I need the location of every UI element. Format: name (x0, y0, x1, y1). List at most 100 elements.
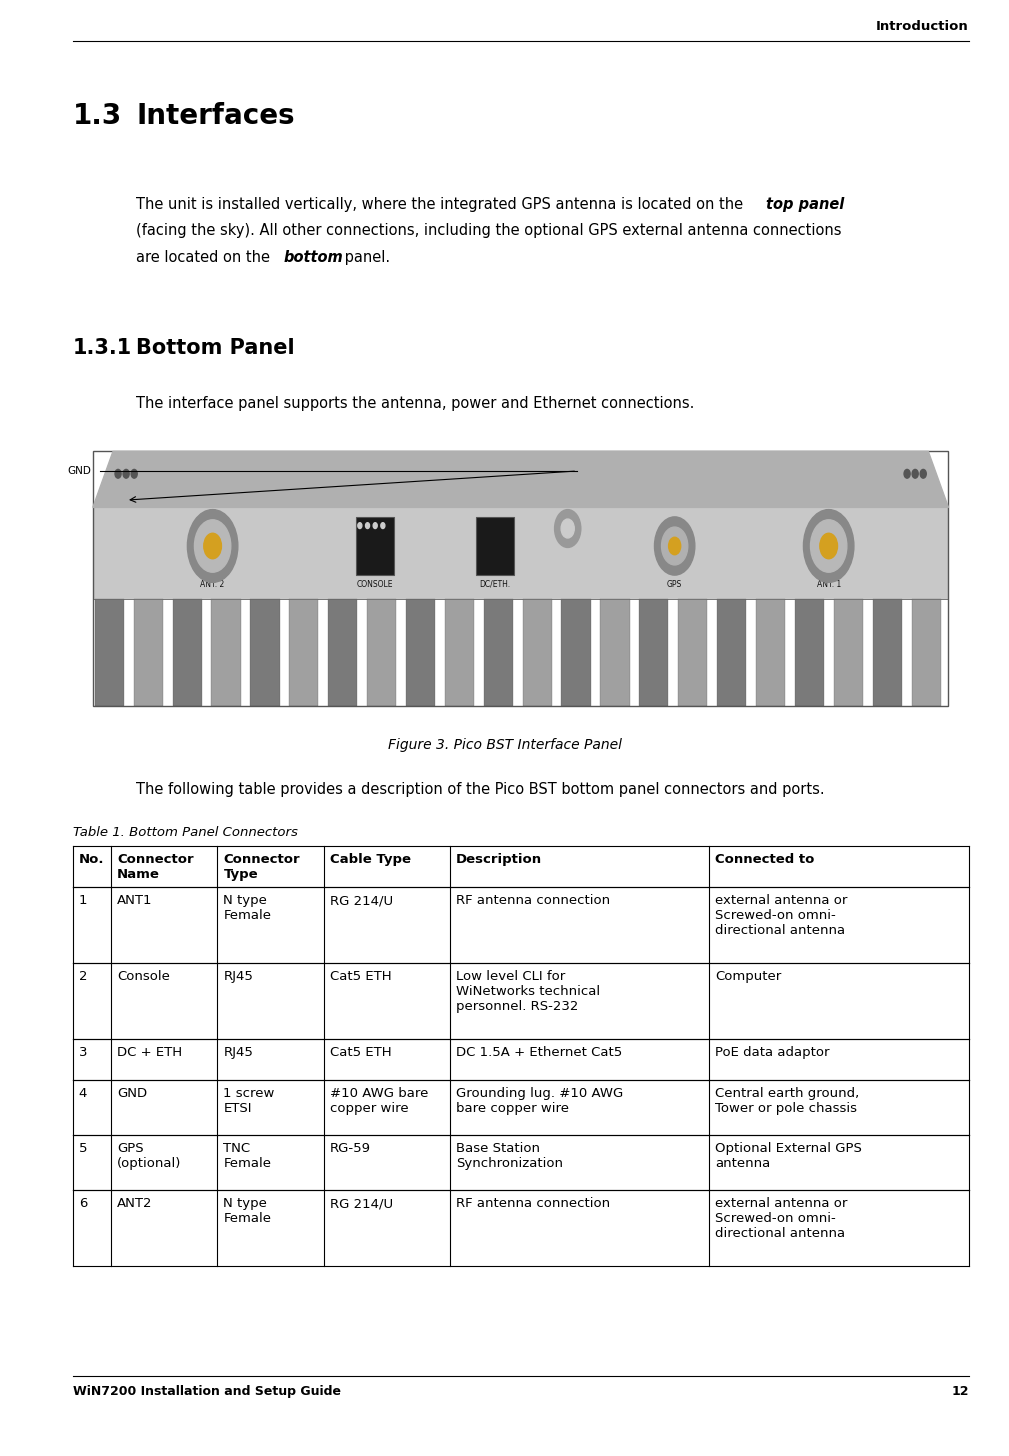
Text: RJ45: RJ45 (223, 970, 253, 983)
Text: #10 AWG bare
copper wire: #10 AWG bare copper wire (330, 1086, 429, 1115)
Text: ANT2: ANT2 (117, 1197, 152, 1210)
Text: 2: 2 (79, 970, 87, 983)
Text: N type
Female: N type Female (223, 1197, 271, 1226)
Text: panel.: panel. (340, 250, 390, 265)
Text: 12: 12 (951, 1385, 969, 1398)
FancyBboxPatch shape (561, 600, 590, 706)
FancyBboxPatch shape (600, 600, 630, 706)
Text: Optional External GPS
antenna: Optional External GPS antenna (715, 1142, 862, 1171)
Text: DC + ETH: DC + ETH (117, 1045, 182, 1059)
Text: 6: 6 (79, 1197, 87, 1210)
Text: Cat5 ETH: Cat5 ETH (330, 970, 391, 983)
FancyBboxPatch shape (367, 600, 397, 706)
Text: Connector
Name: Connector Name (117, 853, 194, 881)
Text: PoE data adaptor: PoE data adaptor (715, 1045, 829, 1059)
Text: RF antenna connection: RF antenna connection (456, 894, 609, 907)
FancyBboxPatch shape (756, 600, 785, 706)
FancyBboxPatch shape (445, 600, 474, 706)
Text: (facing the sky). All other connections, including the optional GPS external ant: (facing the sky). All other connections,… (136, 223, 842, 239)
FancyBboxPatch shape (833, 600, 863, 706)
FancyBboxPatch shape (173, 600, 202, 706)
Text: N type
Female: N type Female (223, 894, 271, 923)
Text: ANT. 2: ANT. 2 (201, 579, 225, 590)
FancyBboxPatch shape (911, 600, 940, 706)
Text: external antenna or
Screwed-on omni-
directional antenna: external antenna or Screwed-on omni- dir… (715, 894, 848, 938)
Text: bottom: bottom (284, 250, 343, 265)
Circle shape (669, 537, 681, 555)
Circle shape (912, 469, 918, 478)
Circle shape (123, 469, 129, 478)
Circle shape (373, 523, 377, 529)
Circle shape (803, 510, 854, 582)
FancyBboxPatch shape (328, 600, 357, 706)
Text: Grounding lug. #10 AWG
bare copper wire: Grounding lug. #10 AWG bare copper wire (456, 1086, 623, 1115)
Text: 4: 4 (79, 1086, 87, 1099)
Text: Table 1. Bottom Panel Connectors: Table 1. Bottom Panel Connectors (73, 826, 298, 839)
Text: DC 1.5A + Ethernet Cat5: DC 1.5A + Ethernet Cat5 (456, 1045, 622, 1059)
Circle shape (358, 523, 362, 529)
FancyBboxPatch shape (678, 600, 707, 706)
Circle shape (561, 520, 574, 539)
FancyBboxPatch shape (476, 517, 515, 575)
Text: GPS: GPS (667, 579, 682, 590)
Text: Cable Type: Cable Type (330, 853, 411, 866)
Text: DC/ETH.: DC/ETH. (479, 579, 511, 590)
Text: Figure 3. Pico BST Interface Panel: Figure 3. Pico BST Interface Panel (387, 738, 622, 753)
Text: CONSOLE: CONSOLE (357, 579, 394, 590)
Text: Central earth ground,
Tower or pole chassis: Central earth ground, Tower or pole chas… (715, 1086, 860, 1115)
Text: 3: 3 (79, 1045, 87, 1059)
Text: RG-59: RG-59 (330, 1142, 371, 1155)
Circle shape (655, 517, 695, 575)
Text: RG 214/U: RG 214/U (330, 1197, 394, 1210)
Polygon shape (93, 451, 948, 508)
Text: ANT. 1: ANT. 1 (816, 579, 840, 590)
Text: Connector
Type: Connector Type (223, 853, 300, 881)
Text: Interfaces: Interfaces (136, 102, 295, 130)
Text: Introduction: Introduction (876, 20, 969, 33)
Text: ANT1: ANT1 (117, 894, 152, 907)
Text: GND: GND (68, 466, 92, 476)
FancyBboxPatch shape (290, 600, 319, 706)
FancyBboxPatch shape (717, 600, 747, 706)
Circle shape (555, 510, 581, 547)
FancyBboxPatch shape (640, 600, 668, 706)
Text: The interface panel supports the antenna, power and Ethernet connections.: The interface panel supports the antenna… (136, 396, 694, 411)
FancyBboxPatch shape (93, 508, 948, 600)
Text: Computer: Computer (715, 970, 781, 983)
Text: external antenna or
Screwed-on omni-
directional antenna: external antenna or Screwed-on omni- dir… (715, 1197, 848, 1241)
FancyBboxPatch shape (523, 600, 552, 706)
FancyBboxPatch shape (250, 600, 279, 706)
Text: RF antenna connection: RF antenna connection (456, 1197, 609, 1210)
Text: 1.3.1: 1.3.1 (73, 338, 132, 358)
Circle shape (920, 469, 926, 478)
Circle shape (365, 523, 369, 529)
Text: Connected to: Connected to (715, 853, 814, 866)
Circle shape (131, 469, 137, 478)
Text: Low level CLI for
WiNetworks technical
personnel. RS-232: Low level CLI for WiNetworks technical p… (456, 970, 599, 1013)
Text: are located on the: are located on the (136, 250, 274, 265)
Text: GND: GND (117, 1086, 147, 1099)
Text: 1: 1 (79, 894, 87, 907)
Text: The unit is installed vertically, where the integrated GPS antenna is located on: The unit is installed vertically, where … (136, 197, 748, 211)
Circle shape (662, 527, 688, 565)
FancyBboxPatch shape (95, 600, 124, 706)
Circle shape (188, 510, 238, 582)
FancyBboxPatch shape (873, 600, 902, 706)
FancyBboxPatch shape (483, 600, 513, 706)
Circle shape (904, 469, 910, 478)
Circle shape (115, 469, 121, 478)
Text: 1.3: 1.3 (73, 102, 122, 130)
Circle shape (810, 520, 847, 572)
Circle shape (204, 533, 221, 559)
Text: Bottom Panel: Bottom Panel (136, 338, 295, 358)
Circle shape (380, 523, 384, 529)
FancyBboxPatch shape (212, 600, 240, 706)
Text: Description: Description (456, 853, 542, 866)
Text: The following table provides a description of the Pico BST bottom panel connecto: The following table provides a descripti… (136, 782, 824, 796)
Text: 5: 5 (79, 1142, 87, 1155)
Text: RJ45: RJ45 (223, 1045, 253, 1059)
Circle shape (195, 520, 231, 572)
FancyBboxPatch shape (356, 517, 395, 575)
Text: RG 214/U: RG 214/U (330, 894, 394, 907)
Text: WiN7200 Installation and Setup Guide: WiN7200 Installation and Setup Guide (73, 1385, 341, 1398)
